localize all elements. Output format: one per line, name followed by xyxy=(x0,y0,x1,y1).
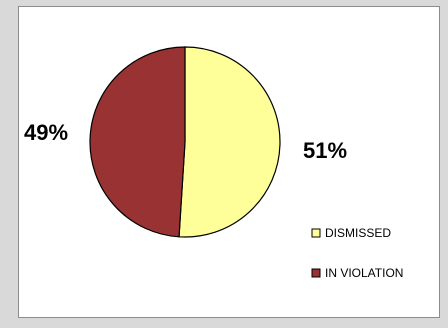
pie-slice-in-violation xyxy=(89,46,186,238)
pct-label-in-violation: 49% xyxy=(24,120,68,145)
legend-label-in-violation: IN VIOLATION xyxy=(325,266,403,280)
pct-label-dismissed: 51% xyxy=(303,138,347,163)
pie-slice-dismissed xyxy=(178,46,281,238)
legend-swatch-dismissed xyxy=(311,228,321,238)
legend: DISMISSED IN VIOLATION xyxy=(311,226,403,280)
legend-label-dismissed: DISMISSED xyxy=(325,226,391,240)
legend-swatch-in-violation xyxy=(311,268,321,278)
